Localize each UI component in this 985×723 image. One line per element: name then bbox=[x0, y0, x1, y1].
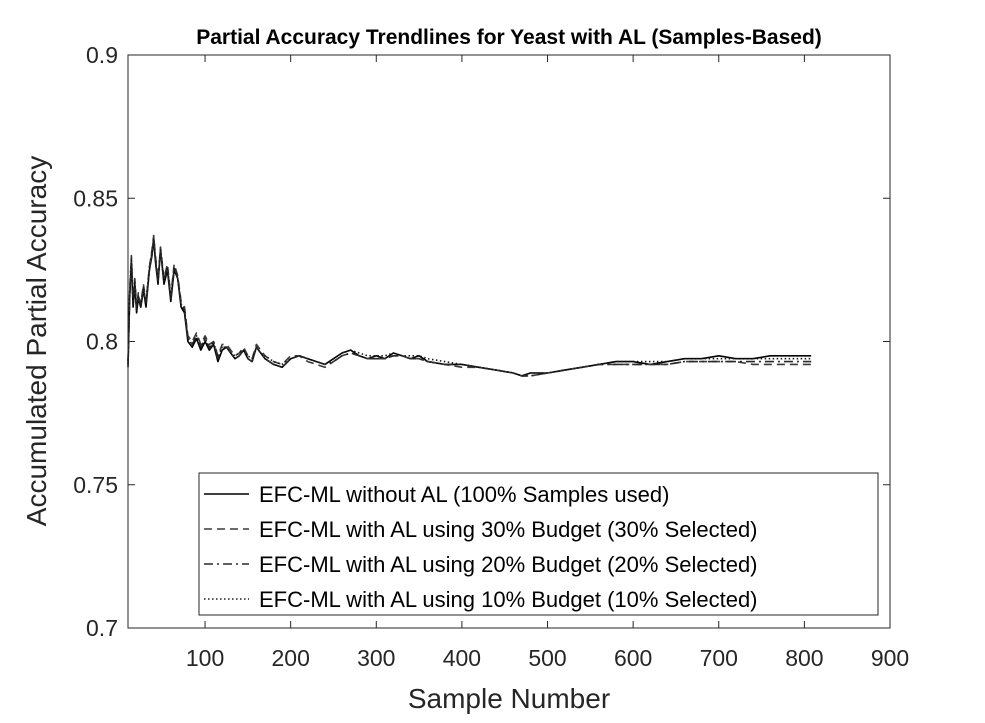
series-line-4 bbox=[127, 237, 812, 377]
y-tick-label: 0.85 bbox=[73, 185, 118, 211]
x-tick-label: 300 bbox=[357, 645, 395, 671]
x-tick-label: 600 bbox=[614, 645, 652, 671]
legend-label-3: EFC-ML with AL using 20% Budget (20% Sel… bbox=[259, 552, 758, 577]
series-line-2 bbox=[127, 234, 812, 377]
x-tick-label: 800 bbox=[785, 645, 823, 671]
y-tick-label: 0.8 bbox=[86, 329, 118, 355]
y-tick-label: 0.7 bbox=[86, 615, 118, 641]
legend-label-2: EFC-ML with AL using 30% Budget (30% Sel… bbox=[259, 517, 758, 542]
y-tick-label: 0.9 bbox=[86, 42, 118, 68]
x-tick-label: 500 bbox=[528, 645, 566, 671]
legend-label-1: EFC-ML without AL (100% Samples used) bbox=[259, 482, 669, 507]
legend-items: EFC-ML without AL (100% Samples used) EFC… bbox=[204, 482, 758, 612]
x-tick-label: 200 bbox=[271, 645, 309, 671]
series-layer bbox=[127, 234, 812, 377]
legend: EFC-ML without AL (100% Samples used) EFC… bbox=[198, 472, 879, 616]
legend-box bbox=[198, 472, 879, 616]
x-tick-label: 900 bbox=[871, 645, 909, 671]
tick-layer: 100 200 300 400 500 600 700 800 900 0.7 0.75 0.8 0.8… bbox=[73, 42, 909, 671]
x-axis-label: Sample Number bbox=[408, 683, 610, 714]
x-tick-label: 400 bbox=[443, 645, 481, 671]
y-tick-label: 0.75 bbox=[73, 472, 118, 498]
legend-label-4: EFC-ML with AL using 10% Budget (10% Sel… bbox=[259, 587, 758, 612]
x-tick-label: 100 bbox=[186, 645, 224, 671]
chart-title: Partial Accuracy Trendlines for Yeast wi… bbox=[196, 26, 822, 49]
x-tick-label: 700 bbox=[700, 645, 738, 671]
y-axis-label: Accumulated Partial Accuracy bbox=[21, 156, 52, 526]
